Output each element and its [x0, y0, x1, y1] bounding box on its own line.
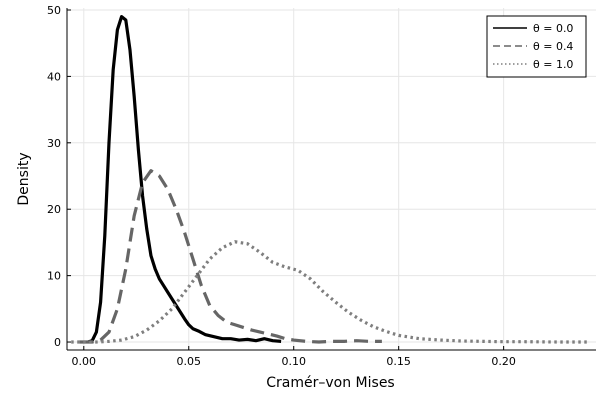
y-tick-label: 0 [54, 336, 61, 349]
y-tick-label: 50 [47, 4, 61, 17]
y-tick-label: 30 [47, 137, 61, 150]
tick-labels: 0.00 0.05 0.10 0.15 0.20 0 10 20 30 40 50 [47, 4, 516, 368]
legend-box [486, 15, 587, 78]
x-axis-label: Cramér–von Mises [266, 375, 394, 391]
x-tick-label: 0.05 [177, 355, 202, 368]
x-tick-label: 0.15 [386, 355, 411, 368]
y-tick-label: 10 [47, 270, 61, 283]
legend: θ = 0.0 θ = 0.4 θ = 1.0 [486, 15, 587, 78]
series-line-2 [71, 240, 588, 344]
x-tick-label: 0.20 [491, 355, 516, 368]
legend-label-2: θ = 1.0 [533, 58, 573, 71]
x-tick-label: 0.10 [281, 355, 306, 368]
series-lines [71, 15, 588, 344]
series-line-0 [87, 15, 282, 344]
y-tick-label: 20 [47, 203, 61, 216]
y-axis-label: Density [16, 152, 32, 205]
legend-label-1: θ = 0.4 [533, 40, 573, 53]
series-line-1 [79, 169, 382, 344]
y-tick-label: 40 [47, 70, 61, 83]
x-tick-label: 0.00 [72, 355, 97, 368]
legend-label-0: θ = 0.0 [533, 22, 573, 35]
axes [66, 8, 596, 351]
